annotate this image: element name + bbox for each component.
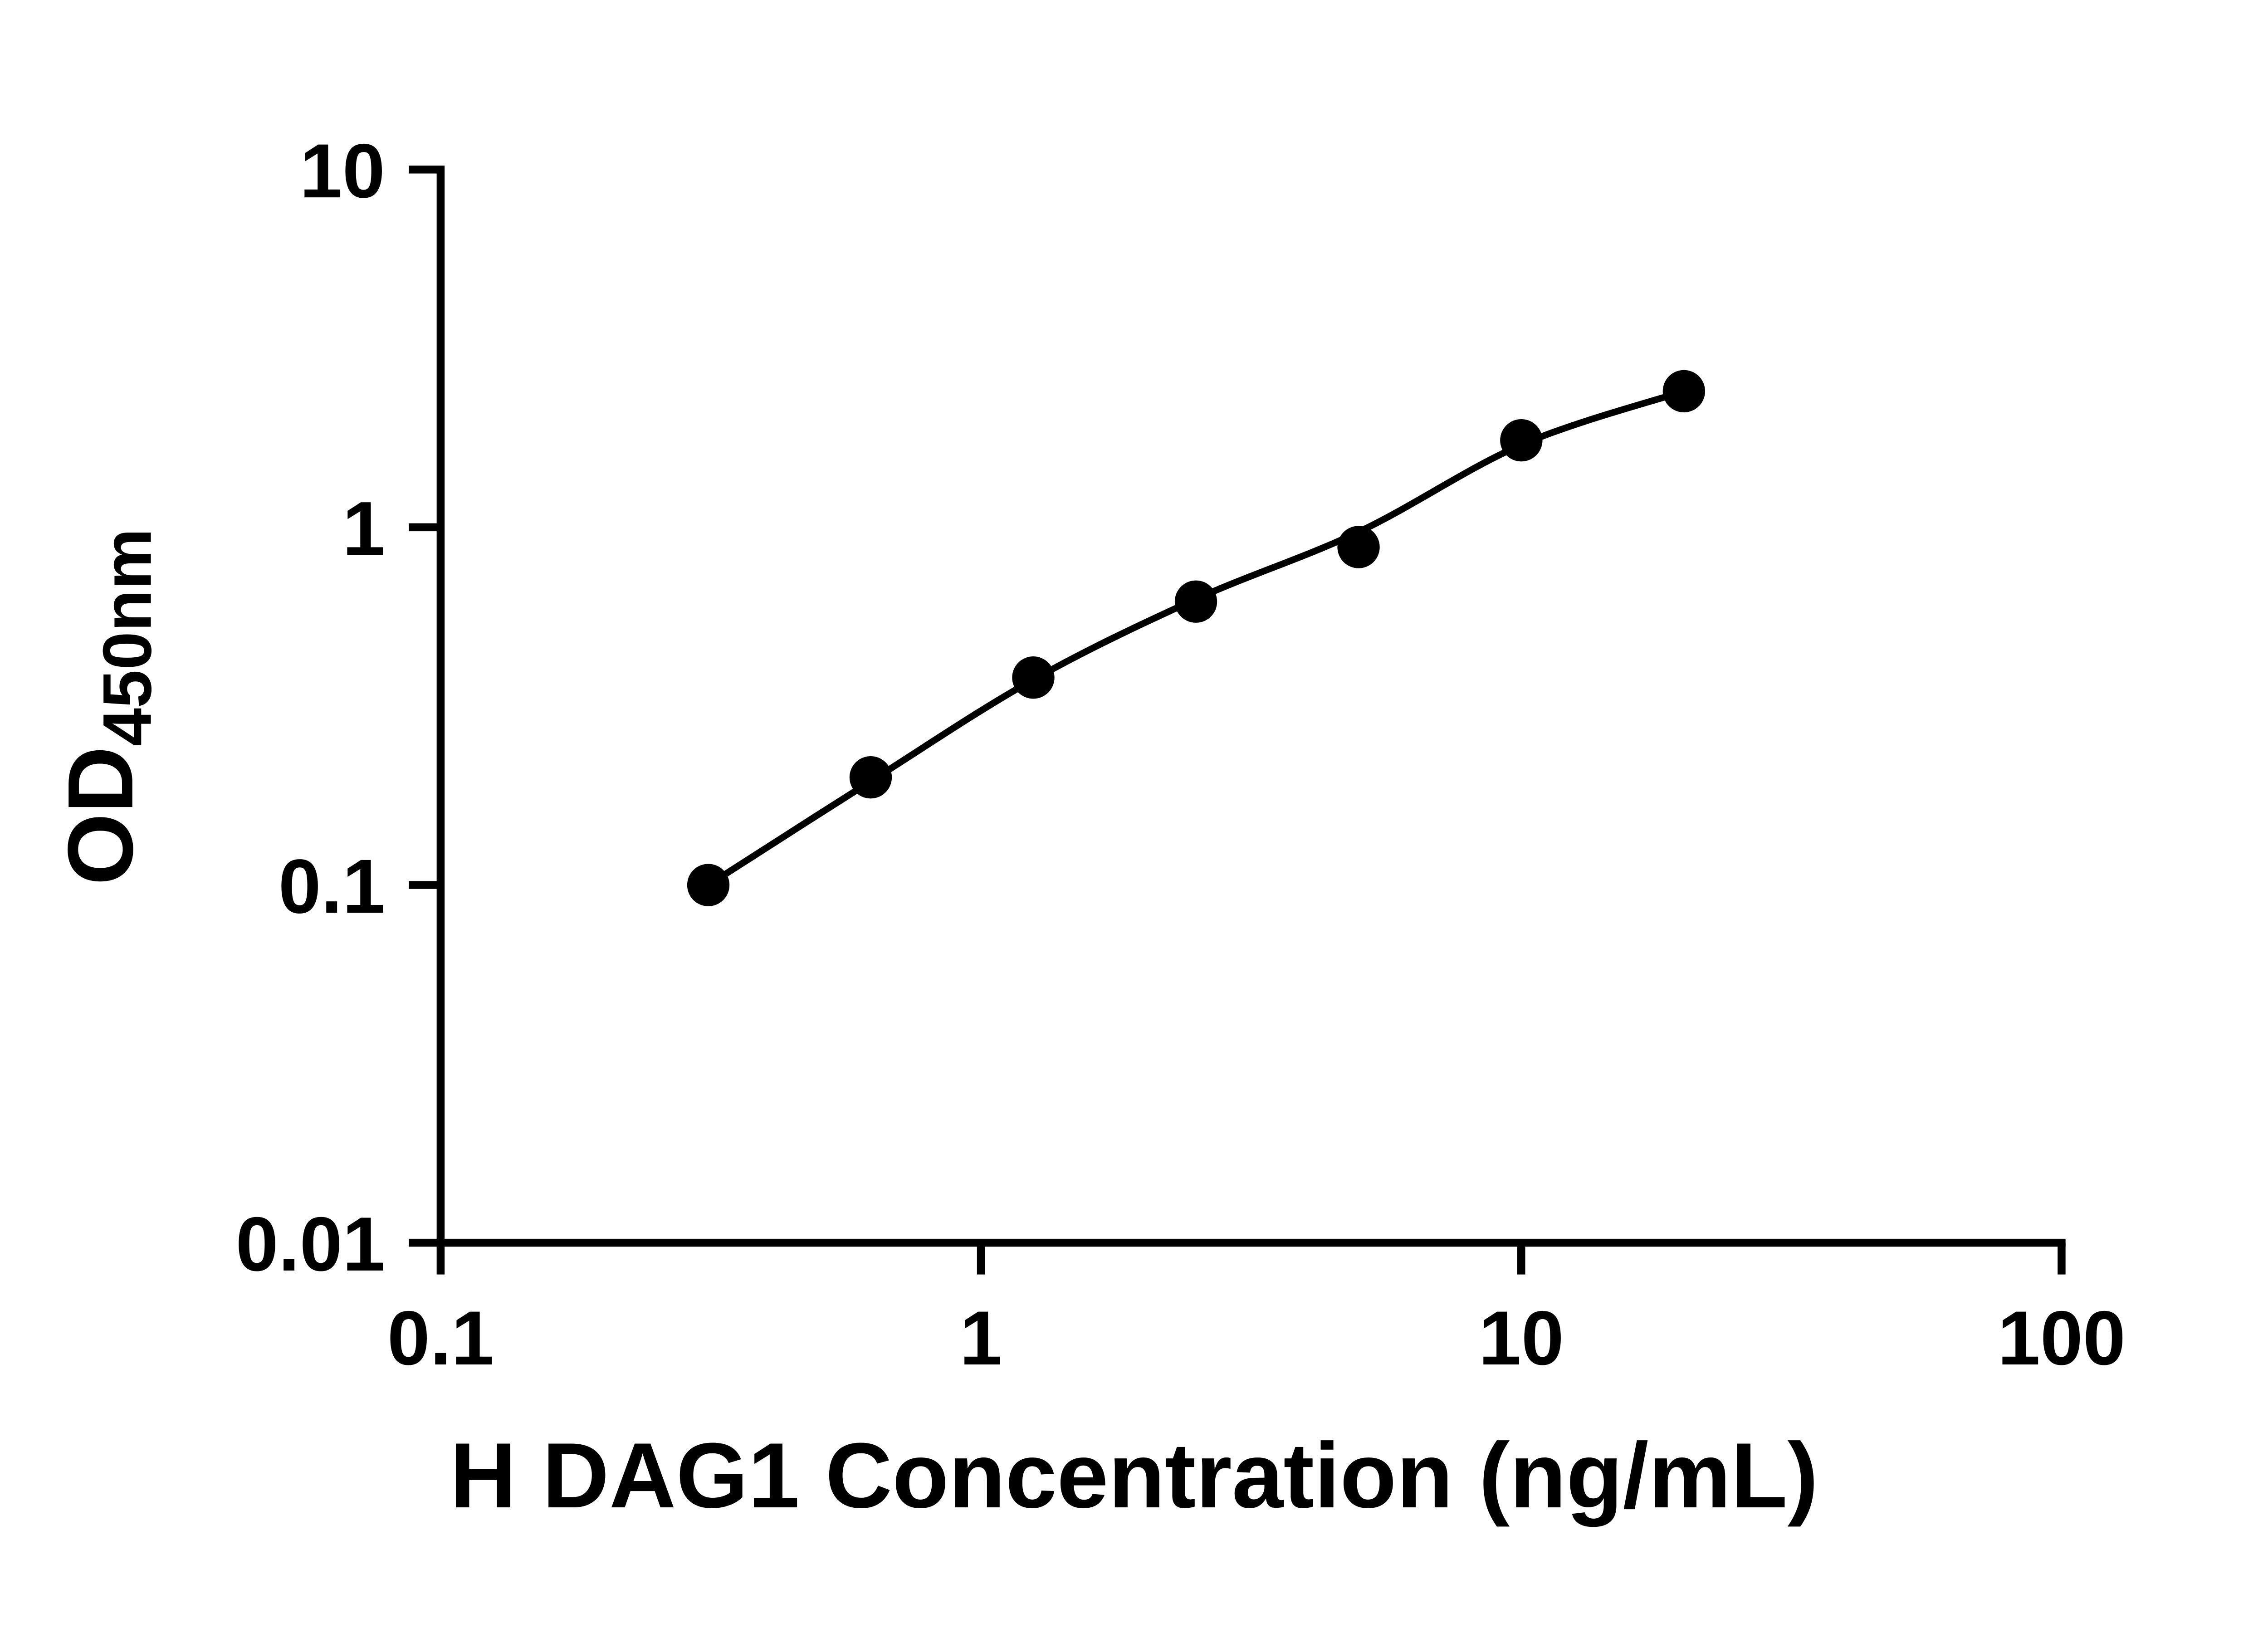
axes: [436, 165, 2066, 1247]
data-point-marker: [1337, 526, 1380, 568]
data-point-marker: [1662, 370, 1706, 412]
data-point-marker: [849, 756, 892, 799]
fit-curve: [706, 388, 1685, 888]
y-axis-title-subscript: 450nm: [89, 528, 166, 746]
y-axis-tick-label: 10: [300, 128, 385, 214]
x-axis-tick-label: 0.1: [387, 1295, 494, 1381]
y-axis-tick-label: 1: [342, 485, 385, 571]
y-axis-tick-label: 0.1: [279, 843, 385, 929]
x-axis-title: H DAG1 Concentration (ng/mL): [450, 1424, 1818, 1527]
x-axis-tick-label: 100: [1998, 1295, 2126, 1381]
data-point-marker: [1500, 419, 1543, 462]
data-point-marker: [1174, 580, 1217, 623]
x-axis-tick-label: 10: [1479, 1295, 1564, 1381]
elisa-standard-curve-chart: 0.1 1 10 100 0.01 0.1 1 10 H DAG1 Concentration…: [0, 23, 2268, 1611]
y-axis-title-base: OD: [49, 746, 152, 885]
data-point-marker: [1012, 656, 1055, 699]
x-axis-tick-label: 1: [960, 1295, 1002, 1381]
data-point-marker: [687, 864, 730, 906]
y-axis-title: OD450nm: [49, 528, 166, 885]
y-axis-tick-label: 0.01: [236, 1201, 385, 1287]
